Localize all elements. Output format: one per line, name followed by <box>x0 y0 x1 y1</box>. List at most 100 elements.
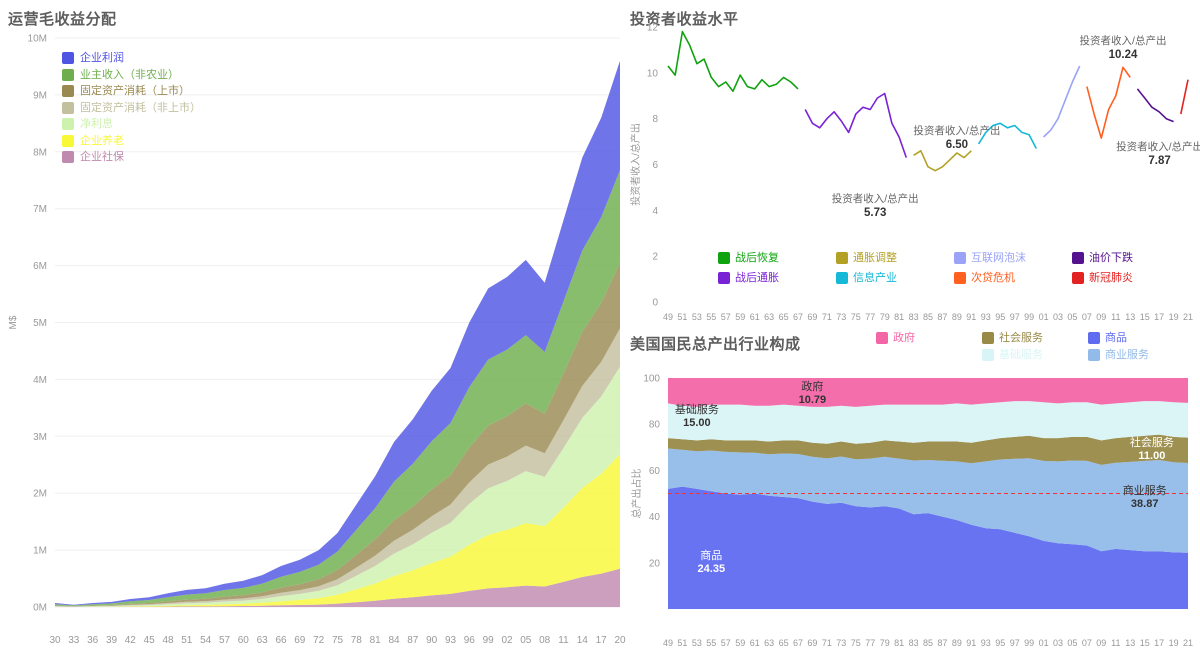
legend-label: 新冠肺炎 <box>1089 272 1133 284</box>
panel-operating-gross-distribution: 运营毛收益分配 0M 1M 2M 3M 4M 5M 6M 7M 8M 9M 10M 30 33 36 39 4… <box>8 11 626 646</box>
legend-item-战后通胀[interactable]: 战后通胀 <box>718 272 836 284</box>
x-tick-label: 84 <box>388 635 400 646</box>
x-tick-label: 11 <box>1111 638 1120 648</box>
x-tick-label: 20 <box>614 635 626 646</box>
y-tick-label: 12 <box>647 23 659 34</box>
x-tick-label: 69 <box>294 635 306 646</box>
legend-swatch-icon <box>1088 349 1100 361</box>
legend-item-次贷危机[interactable]: 次贷危机 <box>954 272 1072 284</box>
x-tick-label: 87 <box>937 312 947 322</box>
x-tick-label: 96 <box>464 635 476 646</box>
legend-label: 商业服务 <box>1105 349 1149 361</box>
legend-label: 社会服务 <box>999 332 1043 344</box>
y-axis-label: 总产出占比 <box>630 469 643 519</box>
x-tick-label: 99 <box>1024 638 1034 648</box>
x-tick-label: 08 <box>539 635 551 646</box>
x-tick-label: 90 <box>426 635 438 646</box>
legend-swatch-icon <box>62 68 74 81</box>
x-tick-label: 55 <box>706 638 716 648</box>
legend-item-商业服务[interactable]: 商业服务 <box>1088 349 1194 361</box>
legend-item-净利息[interactable]: 净利息 <box>62 118 201 130</box>
x-tick-label: 49 <box>663 312 673 322</box>
y-tick-label: 7M <box>33 204 47 215</box>
legend-item-企业社保[interactable]: 企业社保 <box>62 151 201 163</box>
area-series-商业服务 <box>668 448 1188 553</box>
line-segment-油价下跌 <box>1136 88 1174 123</box>
legend-label: 油价下跌 <box>1089 252 1133 264</box>
y-tick-label: 40 <box>649 512 661 523</box>
legend-item-通胀调整[interactable]: 通胀调整 <box>836 252 954 264</box>
y-tick-label: 60 <box>649 466 661 477</box>
legend-item-固定资产消耗（非上市）[interactable]: 固定资产消耗（非上市） <box>62 101 201 114</box>
x-tick-label: 57 <box>721 312 731 322</box>
legend-label: 通胀调整 <box>853 252 897 264</box>
legend-label: 固定资产消耗（上市） <box>80 85 190 97</box>
x-tick-label: 85 <box>923 638 933 648</box>
x-tick-label: 93 <box>445 635 457 646</box>
x-tick-label: 93 <box>981 312 991 322</box>
x-tick-label: 51 <box>677 312 687 322</box>
x-tick-label: 01 <box>1039 312 1049 322</box>
legend-item-新冠肺炎[interactable]: 新冠肺炎 <box>1072 272 1190 284</box>
x-tick-label: 95 <box>995 312 1005 322</box>
x-tick-label: 87 <box>937 638 947 648</box>
x-tick-label: 81 <box>370 635 382 646</box>
legend-item-政府[interactable]: 政府 <box>876 332 982 344</box>
x-tick-label: 11 <box>558 635 569 646</box>
x-tick-label: 67 <box>793 312 803 322</box>
x-tick-label: 79 <box>880 312 890 322</box>
legend-item-互联网泡沫[interactable]: 互联网泡沫 <box>954 252 1072 264</box>
legend-item-商品[interactable]: 商品 <box>1088 332 1194 344</box>
legend-item-固定资产消耗（上市）[interactable]: 固定资产消耗（上市） <box>62 85 201 97</box>
x-tick-label: 91 <box>966 312 976 322</box>
legend-label: 次贷危机 <box>971 272 1015 284</box>
legend-label: 企业利润 <box>80 52 124 64</box>
x-tick-label: 99 <box>483 635 495 646</box>
y-tick-label: 20 <box>649 558 661 569</box>
x-tick-label: 54 <box>200 635 212 646</box>
legend-item-油价下跌[interactable]: 油价下跌 <box>1072 252 1190 264</box>
operating-chart-title: 运营毛收益分配 <box>8 11 117 28</box>
legend-item-战后恢复[interactable]: 战后恢复 <box>718 252 836 264</box>
legend-swatch-icon <box>1072 272 1084 284</box>
x-tick-label: 69 <box>807 312 817 322</box>
x-tick-label: 17 <box>1154 312 1164 322</box>
y-tick-label: 2 <box>652 252 658 263</box>
y-tick-label: 8 <box>652 114 658 125</box>
legend-swatch-icon <box>836 252 848 264</box>
legend-item-企业利润[interactable]: 企业利润 <box>62 52 201 64</box>
x-tick-label: 60 <box>238 635 250 646</box>
x-tick-label: 13 <box>1125 638 1135 648</box>
x-tick-label: 65 <box>779 312 789 322</box>
legend-item-信息产业[interactable]: 信息产业 <box>836 272 954 284</box>
legend-item-业主收入（非农业）[interactable]: 业主收入（非农业） <box>62 68 201 81</box>
x-tick-label: 91 <box>966 638 976 648</box>
legend-row: 政府 社会服务 商品 <box>876 332 1194 344</box>
x-tick-label: 81 <box>894 638 904 648</box>
legend-swatch-icon <box>62 151 74 163</box>
x-tick-label: 17 <box>596 635 608 646</box>
x-tick-label: 83 <box>909 638 919 648</box>
legend-label: 政府 <box>893 332 915 344</box>
y-tick-label: 0 <box>652 298 658 309</box>
x-tick-label: 69 <box>807 638 817 648</box>
y-tick-label: 80 <box>649 420 661 431</box>
y-tick-label: 4M <box>33 375 47 386</box>
legend-row: 基础服务 商业服务 <box>982 349 1194 361</box>
x-tick-label: 48 <box>162 635 174 646</box>
legend-item-社会服务[interactable]: 社会服务 <box>982 332 1088 344</box>
output-composition-stacked-area-chart: 20 40 60 80 100 49 51 53 55 57 59 61 63 65 67 69 71 73 75 7… <box>630 374 1193 649</box>
legend-item-基础服务[interactable]: 基础服务 <box>982 349 1088 361</box>
x-tick-label: 75 <box>332 635 344 646</box>
legend-swatch-icon <box>62 52 74 64</box>
operating-chart-legend: 企业利润业主收入（非农业） 固定资产消耗（上市） 固定资产消耗（非上市） 净利息企业养… <box>62 52 201 163</box>
x-tick-label: 73 <box>836 638 846 648</box>
x-tick-label: 83 <box>909 312 919 322</box>
area-series-基础服务 <box>668 401 1188 444</box>
investor-income-line-chart: 0 2 4 6 8 10 12 49 51 53 55 57 59 61 63 65 67 69 71 73 75 77 7… <box>630 23 1193 323</box>
x-tick-label: 03 <box>1053 638 1063 648</box>
legend-row: 战后恢复 通胀调整 互联网泡沫 油价下跌 <box>718 252 1190 264</box>
x-tick-label: 59 <box>735 312 745 322</box>
x-tick-label: 02 <box>501 635 513 646</box>
legend-item-企业养老[interactable]: 企业养老 <box>62 134 201 147</box>
